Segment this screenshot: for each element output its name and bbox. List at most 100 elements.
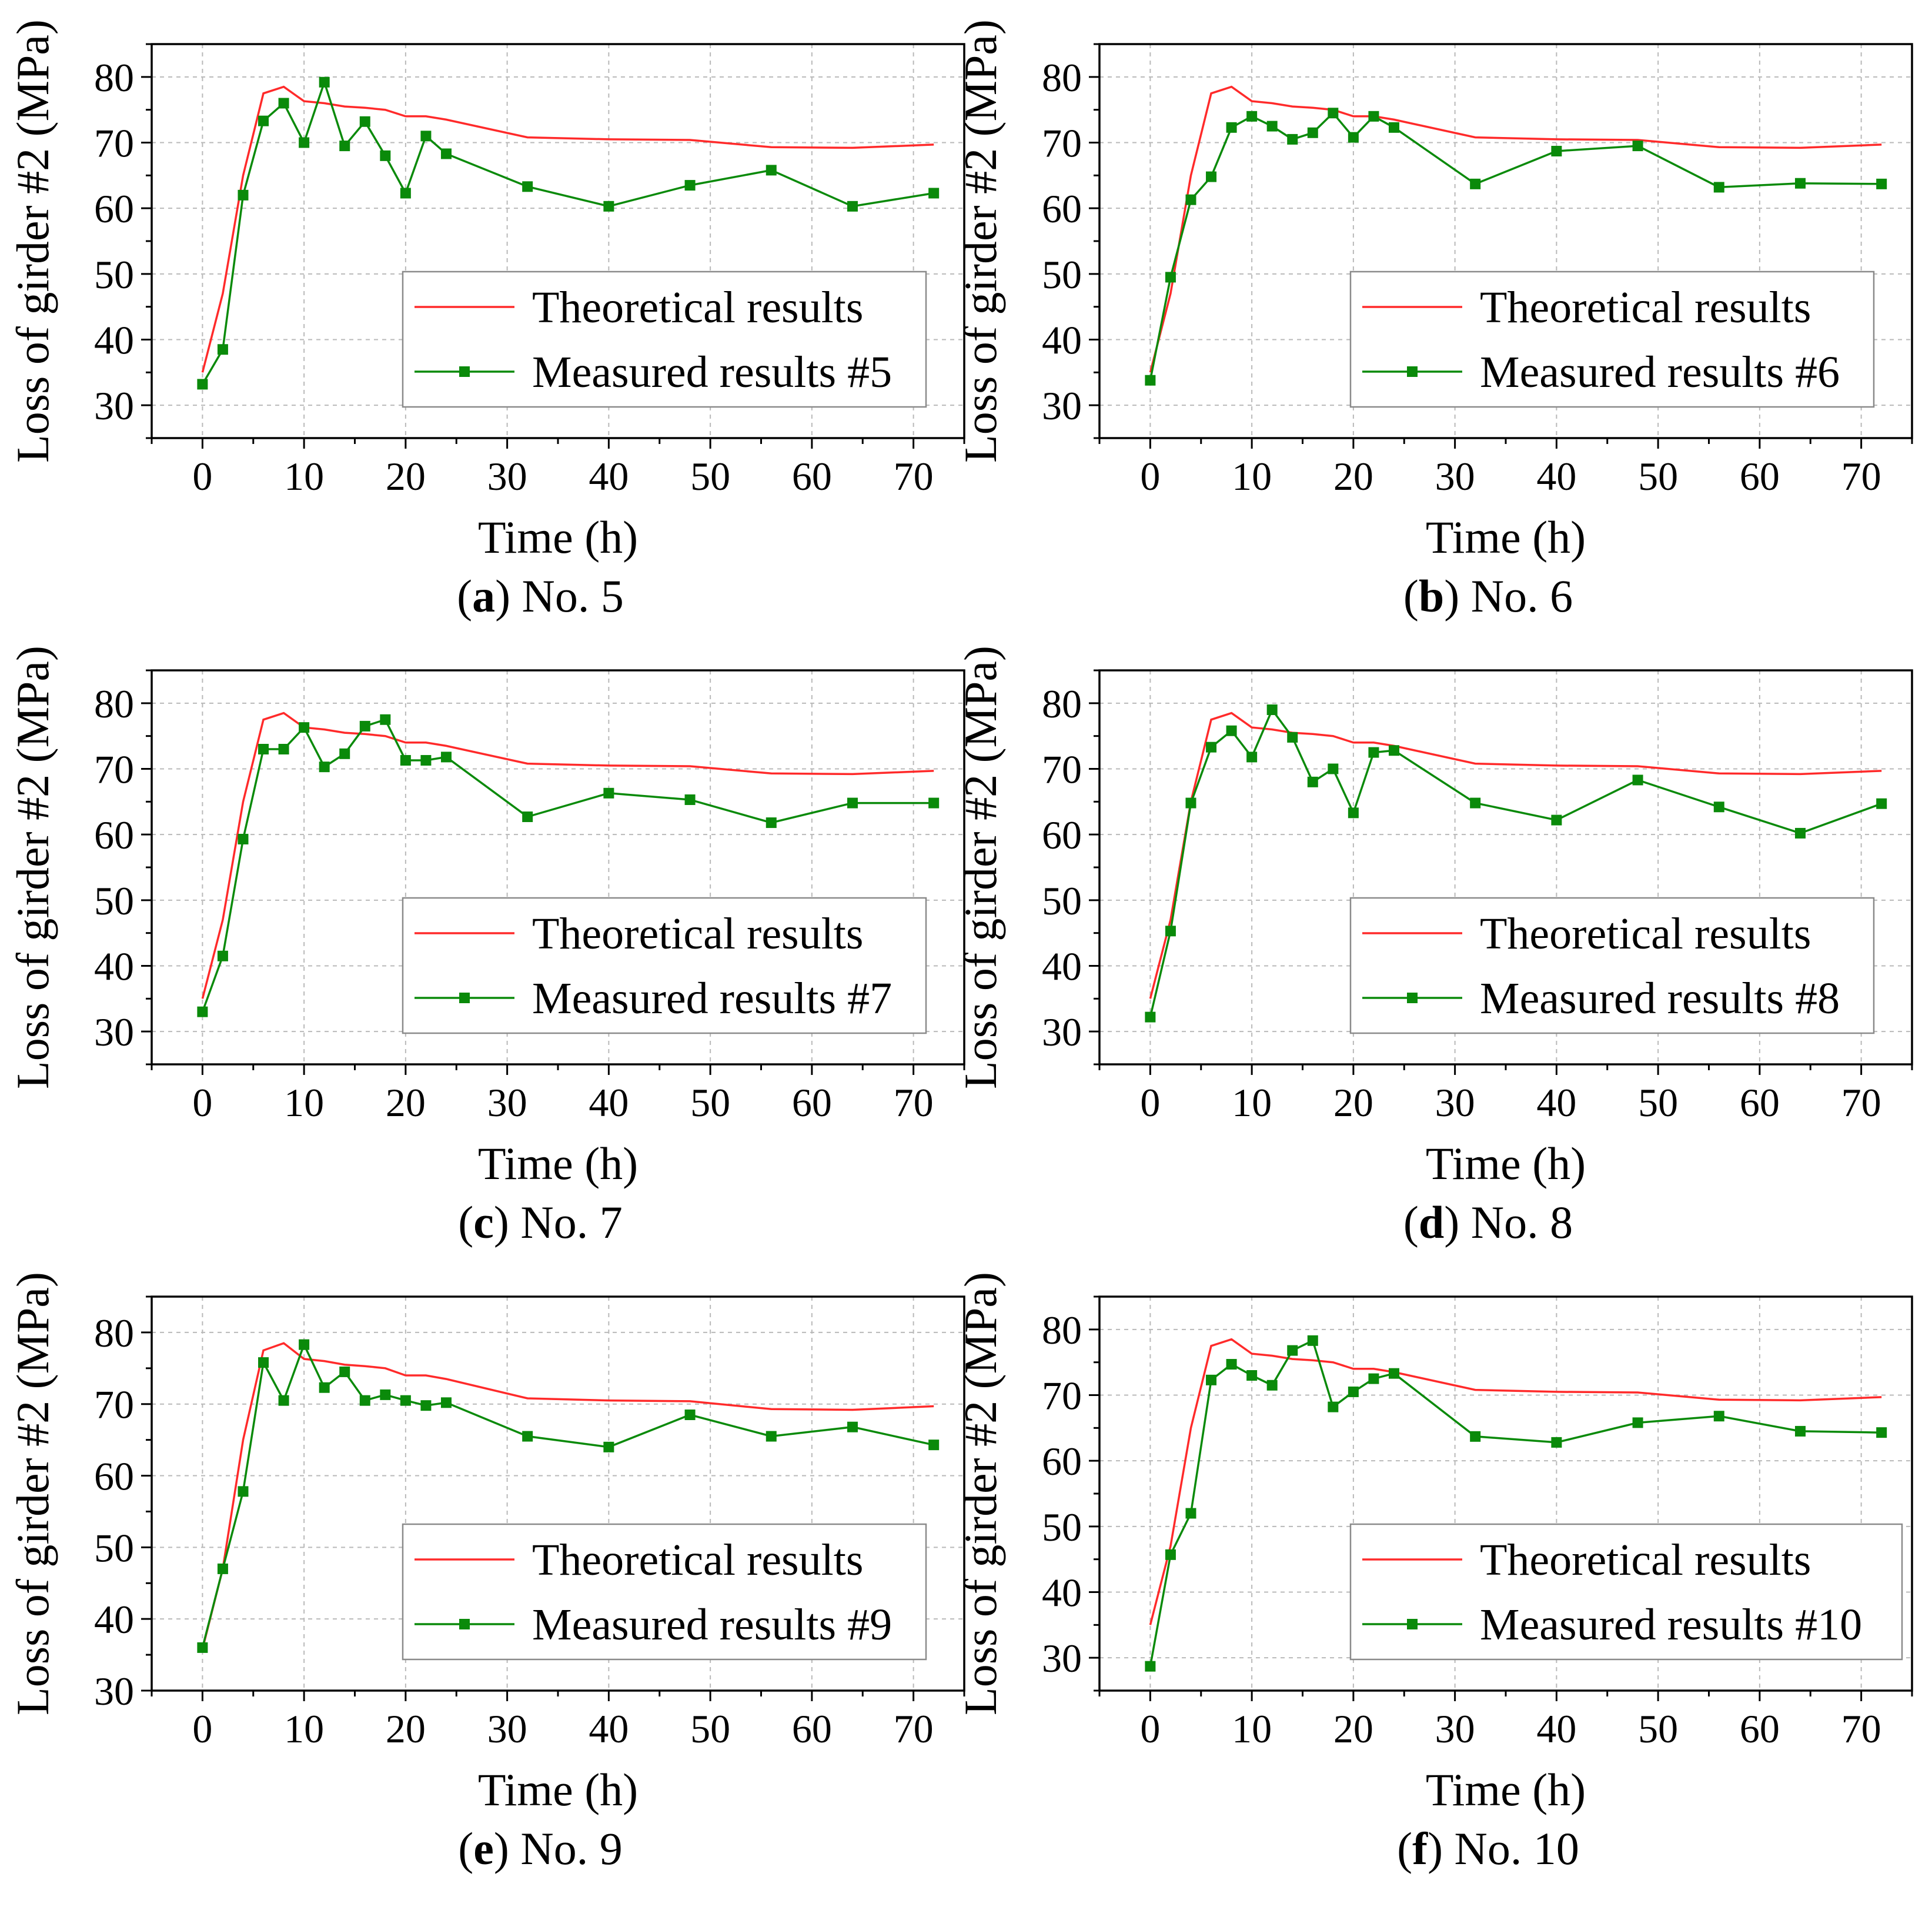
x-tick-label: 40 xyxy=(589,1706,629,1751)
data-point xyxy=(1226,725,1237,736)
legend-swatch-marker xyxy=(1407,366,1418,377)
x-tick-label: 0 xyxy=(1140,454,1160,499)
chart-panel-c: 0 10 20 30 40 50 60 70 30 40 50 60 70 80 Time (h) Loss … xyxy=(7,646,965,1248)
data-point xyxy=(217,950,228,961)
data-point xyxy=(1266,121,1278,132)
legend-entry: Measured results #9 xyxy=(532,1600,892,1649)
x-tick-label: 70 xyxy=(894,454,934,499)
data-point xyxy=(197,1642,208,1653)
data-point xyxy=(339,748,350,759)
legend-box xyxy=(402,270,927,408)
data-point xyxy=(1287,133,1298,145)
y-tick-label: 80 xyxy=(1042,1308,1082,1352)
data-point xyxy=(684,1410,696,1420)
data-point xyxy=(1185,797,1196,809)
series-measured xyxy=(1145,704,1887,1023)
y-tick-label: 50 xyxy=(1042,879,1082,923)
series-theoretical xyxy=(201,712,934,999)
series-measured xyxy=(197,1339,940,1653)
data-point xyxy=(1632,774,1643,786)
y-tick-label: 50 xyxy=(1042,252,1082,297)
y-tick-label: 40 xyxy=(94,944,134,989)
x-tick-label: 20 xyxy=(386,1080,426,1125)
caption-label: ) No. 6 xyxy=(1444,570,1573,622)
data-point xyxy=(197,379,208,390)
series-line xyxy=(201,85,934,373)
x-tick-label: 20 xyxy=(1333,1080,1373,1125)
data-point xyxy=(847,1421,858,1432)
caption-label: ) No. 5 xyxy=(495,570,624,622)
x-tick-label: 0 xyxy=(192,1080,212,1125)
data-point xyxy=(1287,1345,1298,1356)
data-point xyxy=(684,180,696,191)
legend-entry: Measured results #7 xyxy=(532,974,892,1023)
data-point xyxy=(339,1366,350,1377)
data-point xyxy=(420,754,432,766)
series-measured xyxy=(197,76,940,390)
panel-caption: (c) No. 7 xyxy=(458,1197,622,1248)
x-tick-label: 40 xyxy=(589,454,629,499)
data-point xyxy=(1145,375,1156,386)
y-tick-label: 30 xyxy=(1042,1636,1082,1681)
x-axis: 0 10 20 30 40 50 60 70 xyxy=(151,1691,965,1751)
x-tick-label: 10 xyxy=(284,1080,324,1125)
y-tick-label: 70 xyxy=(1042,121,1082,166)
panel-caption: (b) No. 6 xyxy=(1403,570,1573,622)
data-point xyxy=(928,1440,940,1451)
legend: Theoretical results Measured results #9 xyxy=(402,1523,927,1661)
series-theoretical xyxy=(1149,1338,1882,1625)
data-point xyxy=(359,116,370,127)
data-point xyxy=(1145,1011,1156,1023)
data-point xyxy=(1246,111,1258,122)
x-tick-label: 50 xyxy=(690,1080,730,1125)
panel-caption: (a) No. 5 xyxy=(457,570,624,622)
x-tick-label: 20 xyxy=(386,454,426,499)
y-tick-label: 30 xyxy=(94,1010,134,1054)
y-tick-label: 70 xyxy=(94,747,134,792)
legend-entry: Measured results #5 xyxy=(532,348,892,397)
chart-panel-b: 0 10 20 30 40 50 60 70 30 40 50 60 70 80 Time (h) Loss … xyxy=(955,19,1913,622)
x-tick-label: 30 xyxy=(1435,1706,1475,1751)
series-theoretical xyxy=(201,1342,934,1649)
data-point xyxy=(603,787,614,799)
y-axis: 30 40 50 60 70 80 xyxy=(1042,669,1099,1066)
data-point xyxy=(928,797,940,809)
x-axis: 0 10 20 30 40 50 60 70 xyxy=(1098,438,1913,499)
data-point xyxy=(359,720,370,732)
data-point xyxy=(1226,122,1237,133)
y-tick-label: 40 xyxy=(94,318,134,363)
x-tick-label: 30 xyxy=(487,1080,527,1125)
data-point xyxy=(1206,742,1217,753)
data-point xyxy=(197,1006,208,1017)
y-tick-label: 40 xyxy=(94,1597,134,1642)
data-point xyxy=(1794,827,1806,839)
data-point xyxy=(1713,182,1724,193)
series-line xyxy=(201,712,934,999)
x-axis: 0 10 20 30 40 50 60 70 xyxy=(151,1064,965,1125)
caption-label: ) No. 10 xyxy=(1428,1823,1579,1874)
data-point xyxy=(258,744,269,754)
caption-letter: d xyxy=(1419,1197,1444,1248)
legend-swatch-marker xyxy=(1407,993,1418,1003)
data-point xyxy=(928,188,940,199)
data-point xyxy=(359,1395,370,1406)
x-axis-title: Time (h) xyxy=(1426,1764,1586,1815)
x-tick-label: 60 xyxy=(792,454,832,499)
legend-swatch-marker xyxy=(1407,1619,1418,1629)
data-point xyxy=(1348,1386,1359,1397)
data-point xyxy=(278,98,289,109)
caption-letter: a xyxy=(472,570,495,622)
data-point xyxy=(1307,776,1318,787)
x-tick-label: 0 xyxy=(192,454,212,499)
caption-paren-open: ( xyxy=(1403,1197,1419,1248)
data-point xyxy=(299,722,310,733)
legend-swatch-marker xyxy=(459,366,470,377)
y-axis: 30 40 50 60 70 80 xyxy=(94,1295,152,1714)
x-axis-title: Time (h) xyxy=(1426,512,1586,563)
data-point xyxy=(1470,178,1481,189)
y-tick-label: 60 xyxy=(1042,186,1082,231)
caption-letter: f xyxy=(1412,1823,1428,1874)
data-point xyxy=(1388,745,1399,756)
data-point xyxy=(380,714,391,725)
